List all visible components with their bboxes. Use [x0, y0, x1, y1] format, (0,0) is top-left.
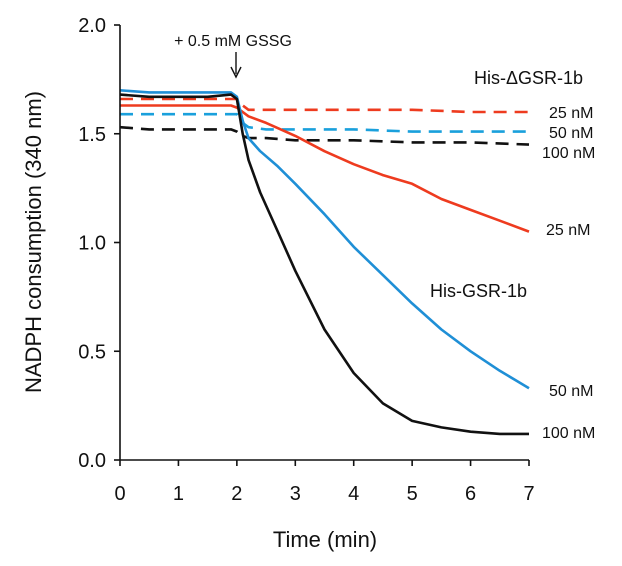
y-tick-label: 0.5	[78, 341, 106, 363]
ticks-layer: 0 1 2 3 4 5 6 7 0.0 0.5 1.0 1.5 2.0	[78, 15, 534, 505]
y-tick-label: 1.0	[78, 233, 106, 255]
gssg-annotation: + 0.5 mM GSSG	[174, 33, 292, 50]
series-delta-gsr-1b-100nm	[119, 125, 530, 146]
y-tick-label: 0.0	[78, 450, 106, 472]
x-tick-label: 5	[407, 483, 418, 505]
x-tick-label: 2	[231, 483, 242, 505]
label-solid-50nm: 50 nM	[549, 383, 593, 400]
x-tick-label: 3	[290, 483, 301, 505]
series-gsr-1b-25nm	[120, 104, 530, 233]
x-tick-label: 7	[523, 483, 534, 505]
label-dashed-25nm: 25 nM	[549, 105, 593, 122]
label-gsr-1b: His-GSR-1b	[430, 281, 527, 301]
series-delta-gsr-1b-50nm	[120, 112, 529, 133]
x-tick-label: 0	[114, 483, 125, 505]
series-gsr-1b-100nm	[119, 93, 529, 436]
y-tick-label: 1.5	[78, 124, 106, 146]
x-axis-title: Time (min)	[273, 527, 377, 552]
label-solid-100nm: 100 nM	[542, 425, 595, 442]
concentration-labels: 25 nM 50 nM 100 nM 25 nM 50 nM 100 nM	[542, 105, 595, 442]
label-delta-gsr-1b: His-ΔGSR-1b	[474, 68, 583, 88]
series-gsr-1b-50nm	[119, 89, 530, 390]
label-dashed-50nm: 50 nM	[549, 125, 593, 142]
label-solid-25nm: 25 nM	[546, 222, 590, 239]
y-axis-title: NADPH consumption (340 nm)	[21, 91, 46, 393]
gssg-arrow-icon	[230, 52, 242, 79]
x-tick-label: 4	[348, 483, 359, 505]
label-dashed-100nm: 100 nM	[542, 145, 595, 162]
axes-layer	[119, 25, 529, 461]
x-tick-label: 6	[465, 483, 476, 505]
series-delta-gsr-1b-25nm	[120, 97, 529, 114]
x-tick-label: 1	[173, 483, 184, 505]
series-layer	[119, 89, 530, 436]
y-tick-label: 2.0	[78, 15, 106, 37]
